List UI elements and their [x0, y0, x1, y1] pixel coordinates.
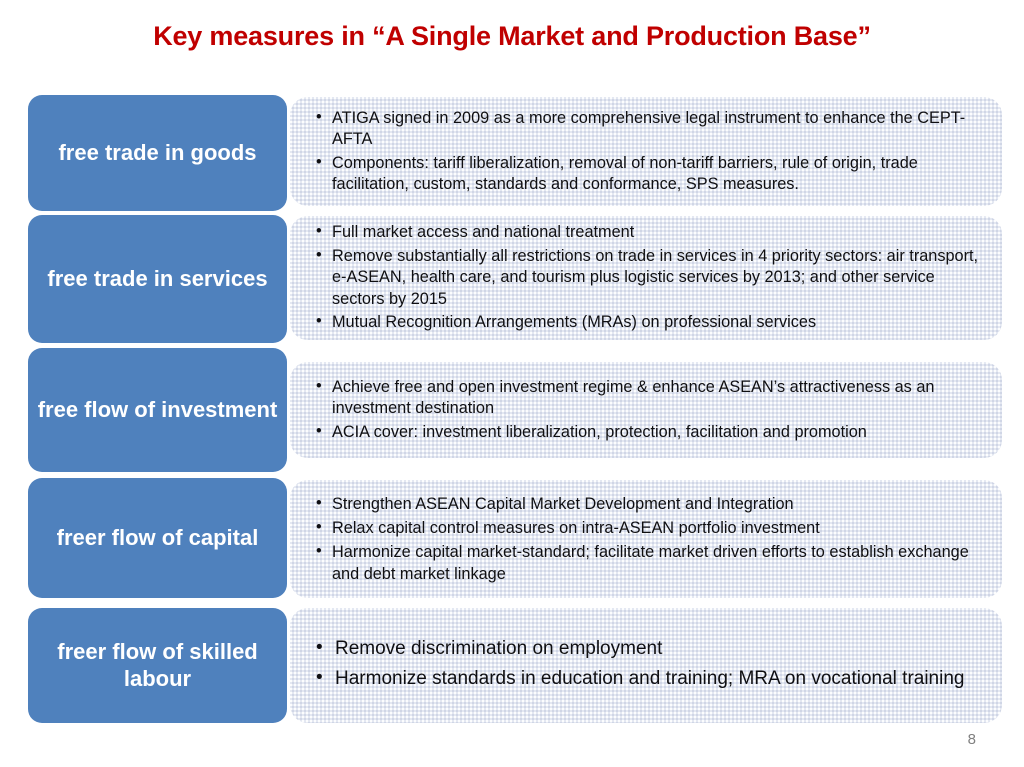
bullet-list: Full market access and national treatmen… [316, 221, 988, 334]
bullet-list: Strengthen ASEAN Capital Market Developm… [316, 492, 988, 586]
measure-label-freer-flow-of-skilled-labour: freer flow of skilled labour [28, 608, 287, 723]
list-item: Strengthen ASEAN Capital Market Developm… [316, 492, 988, 515]
list-item: Components: tariff liberalization, remov… [316, 152, 988, 195]
slide-page-number: 8 [967, 731, 976, 748]
list-item: ATIGA signed in 2009 as a more comprehen… [316, 107, 988, 150]
list-item: ACIA cover: investment liberalization, p… [316, 421, 988, 444]
measure-label-freer-flow-of-capital: freer flow of capital [28, 478, 287, 598]
measure-label-text: free flow of investment [37, 396, 278, 422]
list-item: Mutual Recognition Arrangements (MRAs) o… [316, 311, 988, 334]
list-item: Remove substantially all restrictions on… [316, 245, 988, 311]
measure-label-text: freer flow of skilled labour [57, 638, 258, 691]
measure-details-panel-free-trade-in-services: Full market access and national treatmen… [290, 216, 1002, 340]
list-item: Harmonize standards in education and tra… [316, 665, 988, 693]
list-item: Harmonize capital market-standard; facil… [316, 540, 988, 585]
list-item: Remove discrimination on employment [316, 635, 988, 663]
bullet-list: Achieve free and open investment regime … [316, 376, 988, 444]
measure-label-text: free trade in goods [58, 139, 257, 165]
measure-details-panel-freer-flow-of-capital: Strengthen ASEAN Capital Market Developm… [290, 480, 1002, 598]
measure-label-text: free trade in services [47, 265, 268, 291]
measure-label-text: freer flow of capital [56, 524, 259, 550]
list-item: Achieve free and open investment regime … [316, 376, 988, 420]
list-item: Relax capital control measures on intra-… [316, 516, 988, 539]
list-item: Full market access and national treatmen… [316, 221, 988, 244]
page-title: Key measures in “A Single Market and Pro… [153, 21, 871, 51]
measure-label-free-trade-in-goods: free trade in goods [28, 95, 287, 211]
measure-label-free-flow-of-investment: free flow of investment [28, 348, 287, 472]
bullet-list: ATIGA signed in 2009 as a more comprehen… [316, 107, 988, 195]
bullet-list: Remove discrimination on employment Harm… [316, 635, 988, 695]
measure-details-panel-free-flow-of-investment: Achieve free and open investment regime … [290, 362, 1002, 458]
measure-details-panel-freer-flow-of-skilled-labour: Remove discrimination on employment Harm… [290, 608, 1002, 723]
measure-label-free-trade-in-services: free trade in services [28, 215, 287, 343]
measure-details-panel-free-trade-in-goods: ATIGA signed in 2009 as a more comprehen… [290, 97, 1002, 206]
